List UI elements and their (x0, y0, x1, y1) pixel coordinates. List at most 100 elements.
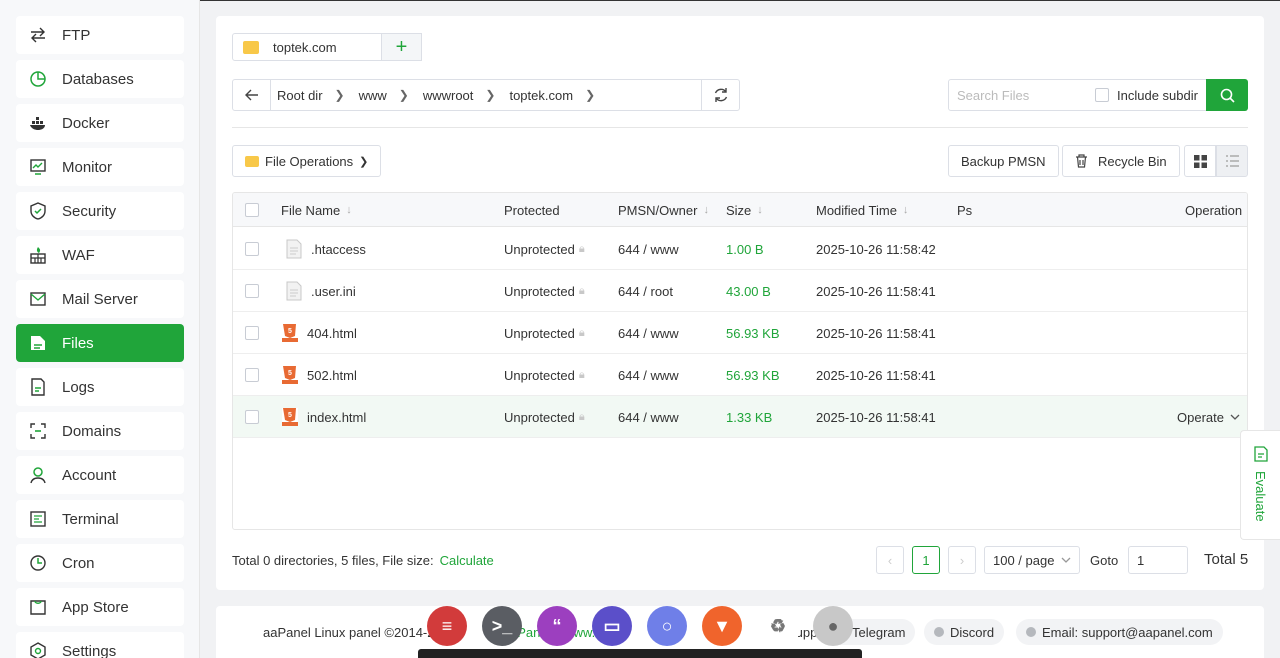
sidebar-item-domains[interactable]: Domains (16, 412, 184, 450)
sort-icon: ↓ (346, 204, 352, 216)
sidebar-item-files[interactable]: Files (16, 324, 184, 362)
include-subdir-checkbox[interactable] (1095, 88, 1109, 102)
sidebar-item-ftp[interactable]: FTP (16, 16, 184, 54)
select-all-checkbox[interactable] (245, 193, 259, 227)
path-bar: Root dir ❯ www ❯ wwwroot ❯ toptek.com ❯ (232, 79, 740, 111)
prev-page-button[interactable]: ‹ (876, 546, 904, 574)
permission-cell[interactable]: 644 / www (618, 409, 679, 425)
app-red-icon[interactable]: ≡ (427, 606, 467, 646)
grid-view-button[interactable] (1184, 145, 1216, 177)
lock-icon: 🔒︎ (578, 368, 585, 381)
sidebar-item-databases[interactable]: Databases (16, 60, 184, 98)
search-input[interactable] (949, 81, 1089, 109)
breadcrumb-root[interactable]: Root dir ❯ (277, 87, 345, 103)
sidebar-item-docker[interactable]: Docker (16, 104, 184, 142)
protected-cell[interactable]: Unprotected 🔒︎ (504, 367, 585, 383)
table-row[interactable]: .user.ini Unprotected 🔒︎ 644 / root 43.00… (233, 270, 1247, 312)
sidebar-item-security[interactable]: Security (16, 192, 184, 230)
file-operations-button[interactable]: File Operations ❯ (232, 145, 382, 177)
top-border (0, 0, 1280, 1)
tab-toptek[interactable]: toptek.com (232, 33, 382, 61)
sidebar-item-label: Security (62, 202, 117, 220)
file-name-cell[interactable]: .htaccess (285, 228, 366, 270)
breadcrumb-wwwroot[interactable]: wwwroot ❯ (422, 87, 496, 103)
list-view-button[interactable] (1216, 145, 1248, 177)
row-checkbox[interactable] (245, 354, 259, 396)
sidebar-item-monitor[interactable]: Monitor (16, 148, 184, 186)
brave-icon[interactable]: ▼ (702, 606, 742, 646)
quote-app-icon[interactable]: “ (537, 606, 577, 646)
store-icon (28, 597, 48, 617)
file-name-cell[interactable]: .user.ini (285, 270, 356, 312)
sidebar-item-waf[interactable]: WAF (16, 236, 184, 274)
permission-cell[interactable]: 644 / www (618, 367, 679, 383)
sort-icon: ↓ (902, 204, 909, 216)
column-modified-time[interactable]: Modified Time ↓ (816, 202, 909, 218)
file-name-cell[interactable]: 5 404.html (281, 312, 357, 354)
next-page-button[interactable]: › (948, 546, 976, 574)
row-checkbox[interactable] (245, 228, 259, 270)
protected-cell[interactable]: Unprotected 🔒︎ (504, 241, 585, 257)
sidebar-item-settings[interactable]: Settings (16, 632, 184, 658)
operate-dropdown[interactable]: Operate (1177, 396, 1240, 438)
breadcrumb-toptek[interactable]: toptek.com ❯ (509, 87, 596, 103)
page-number-current[interactable]: 1 (912, 546, 940, 574)
breadcrumb-www[interactable]: www ❯ (358, 87, 409, 103)
row-checkbox[interactable] (245, 270, 259, 312)
sidebar-item-logs[interactable]: Logs (16, 368, 184, 406)
add-tab-button[interactable]: + (382, 33, 422, 61)
table-row[interactable]: .htaccess Unprotected 🔒︎ 644 / www 1.00 B… (233, 228, 1247, 270)
sidebar-item-label: FTP (62, 26, 91, 44)
search-button[interactable] (1206, 79, 1248, 111)
sidebar-item-account[interactable]: Account (16, 456, 184, 494)
sidebar-item-label: Account (62, 466, 117, 484)
refresh-button[interactable] (701, 80, 739, 110)
include-subdir-toggle[interactable]: Include subdir (1095, 88, 1198, 103)
size-cell: 43.00 B (726, 283, 771, 299)
recycle-bin-button[interactable]: Recycle Bin (1062, 145, 1180, 177)
column-file-name[interactable]: File Name ↓ (281, 202, 352, 218)
chevron-down-icon (1230, 414, 1240, 420)
sidebar-item-app-store[interactable]: App Store (16, 588, 184, 626)
page-size-select[interactable]: 100 / page (984, 546, 1080, 574)
sidebar-item-cron[interactable]: Cron (16, 544, 184, 582)
chevron-right-icon: ❯ (398, 88, 409, 102)
sidebar-item-mail-server[interactable]: Mail Server (16, 280, 184, 318)
search-icon (1220, 88, 1235, 103)
modified-cell: 2025-10-26 11:58:41 (816, 283, 936, 299)
terminal-app-icon[interactable]: >_ (482, 606, 522, 646)
file-name-cell[interactable]: 5 502.html (281, 354, 357, 396)
sidebar-item-label: Logs (62, 378, 95, 396)
file-icon (28, 333, 48, 353)
protected-cell[interactable]: Unprotected 🔒︎ (504, 409, 585, 425)
recycle-app-icon[interactable]: ♻ (758, 606, 798, 646)
sidebar-item-terminal[interactable]: Terminal (16, 500, 184, 538)
edit-note-icon (1253, 446, 1268, 462)
goto-page-input[interactable]: 1 (1128, 546, 1188, 574)
table-row[interactable]: 5 502.html Unprotected 🔒︎ 644 / www 56.93… (233, 354, 1247, 396)
file-name-cell[interactable]: 5 index.html (281, 396, 366, 438)
table-row[interactable]: 5 404.html Unprotected 🔒︎ 644 / www 56.93… (233, 312, 1247, 354)
email-link[interactable]: Email: support@aapanel.com (1016, 619, 1223, 645)
permission-cell[interactable]: 644 / www (618, 325, 679, 341)
permission-cell[interactable]: 644 / www (618, 241, 679, 257)
list-icon (1225, 155, 1239, 167)
protected-cell[interactable]: Unprotected 🔒︎ (504, 283, 585, 299)
firewall-icon (28, 245, 48, 265)
calculate-link[interactable]: Calculate (439, 553, 494, 568)
row-checkbox[interactable] (245, 312, 259, 354)
permission-cell[interactable]: 644 / root (618, 283, 673, 299)
table-row[interactable]: 5 index.html Unprotected 🔒︎ 644 / www 1.3… (233, 396, 1247, 438)
back-button[interactable] (233, 80, 271, 110)
discord-link[interactable]: Discord (924, 619, 1005, 645)
row-checkbox[interactable] (245, 396, 259, 438)
files-app-icon[interactable]: ▭ (592, 606, 632, 646)
total-count: Total 5 (1204, 551, 1249, 568)
column-size[interactable]: Size ↓ (726, 202, 763, 218)
toggle-app-icon[interactable]: ● (813, 606, 853, 646)
evaluate-button[interactable]: Evaluate (1240, 430, 1280, 540)
protected-cell[interactable]: Unprotected 🔒︎ (504, 325, 585, 341)
backup-pmsn-button[interactable]: Backup PMSN (948, 145, 1059, 177)
browser-app-icon[interactable]: ○ (647, 606, 687, 646)
column-pmsn-owner[interactable]: PMSN/Owner ↓ (618, 202, 709, 218)
